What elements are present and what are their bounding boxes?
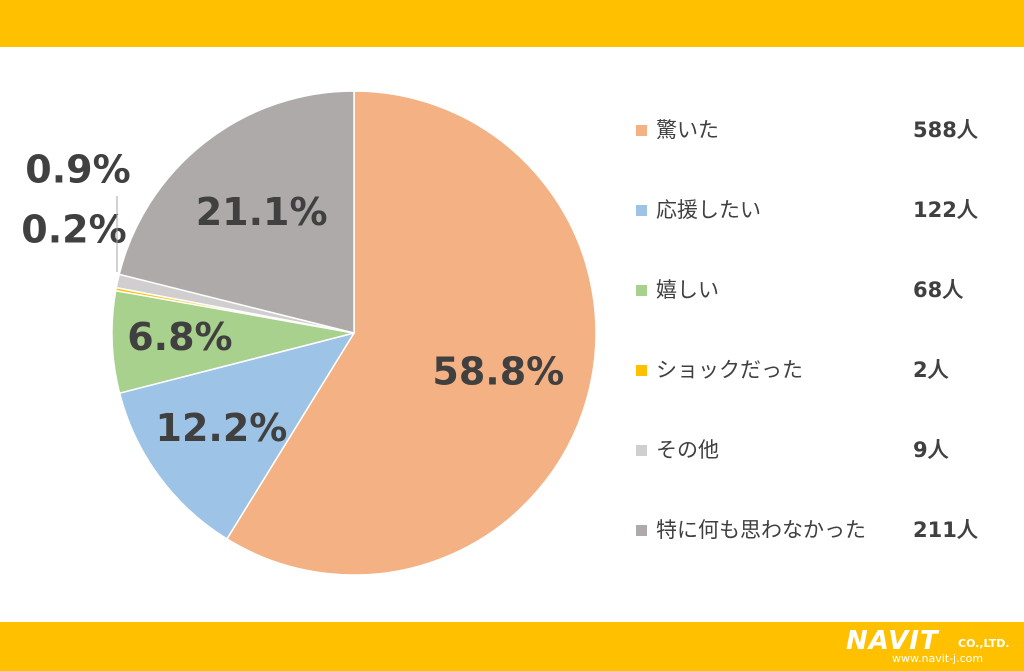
legend-swatch [636, 445, 647, 456]
legend-label: 驚いた [656, 118, 719, 142]
bottom-band [0, 622, 1024, 671]
legend-count: 9人 [913, 438, 949, 462]
legend-label: 特に何も思わなかった [656, 518, 866, 542]
legend-item: 驚いた 588人 [636, 108, 996, 188]
slice-percent-label: 0.9% [25, 148, 130, 192]
legend-label: 応援したい [656, 198, 761, 222]
logo-url: www.navit-j.com [892, 652, 984, 665]
legend-swatch [636, 205, 647, 216]
legend-label: その他 [656, 438, 719, 462]
legend-item: 特に何も思わなかった 211人 [636, 508, 996, 588]
slice-percent-label: 0.2% [21, 208, 126, 252]
legend-swatch [636, 125, 647, 136]
legend-count: 588人 [913, 118, 978, 142]
legend-item: ショックだった 2人 [636, 348, 996, 428]
logo-wordmark: NAVIT [846, 626, 939, 656]
logo-suffix: CO.,LTD. [958, 637, 1010, 650]
legend-count: 68人 [913, 278, 964, 302]
legend-swatch [636, 365, 647, 376]
legend-count: 2人 [913, 358, 949, 382]
legend-label: ショックだった [656, 358, 803, 382]
legend-item: その他 9人 [636, 428, 996, 508]
slice-percent-label: 21.1% [196, 190, 328, 234]
legend-swatch [636, 525, 647, 536]
pie-slice [225, 90, 597, 576]
legend-swatch [636, 285, 647, 296]
legend-item: 嬉しい 68人 [636, 268, 996, 348]
pie-slice [118, 90, 355, 334]
slice-percent-label: 58.8% [432, 349, 564, 393]
slice-percent-label: 12.2% [156, 406, 288, 450]
slice-percent-label: 6.8% [127, 315, 232, 359]
company-logo: NAVIT CO.,LTD. www.navit-j.com [846, 626, 1018, 666]
legend-count: 122人 [913, 198, 978, 222]
legend-label: 嬉しい [656, 278, 719, 302]
legend-item: 応援したい 122人 [636, 188, 996, 268]
pie-slice [118, 331, 356, 540]
legend-count: 211人 [913, 518, 978, 542]
legend: 驚いた 588人 応援したい 122人 嬉しい 68人 ショックだった 2人 そ… [636, 108, 996, 588]
top-band [0, 0, 1024, 47]
